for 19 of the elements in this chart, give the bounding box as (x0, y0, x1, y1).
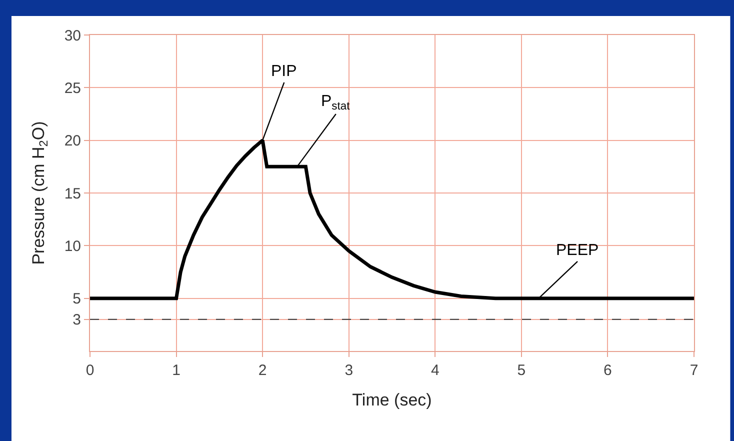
y-tick-label: 25 (64, 80, 81, 97)
y-tick-label: 20 (64, 132, 81, 150)
x-tick-label: 7 (690, 362, 698, 379)
x-tick-label: 0 (86, 362, 94, 379)
x-tick-label: 1 (172, 362, 180, 379)
annotation: PEEP (556, 242, 599, 259)
x-axis-title: Time (sec) (352, 390, 432, 410)
x-tick-label: 6 (604, 362, 612, 379)
annotation: PIP (271, 63, 297, 80)
y-tick-label: 10 (64, 238, 81, 255)
y-tick-label: 30 (64, 27, 81, 44)
x-tick-label: 3 (344, 362, 354, 379)
annotation: P$_{stat}$ (321, 93, 351, 112)
x-tick-label: 4 (430, 362, 440, 379)
y-tick-label: 15 (64, 185, 81, 202)
x-tick-label: 5 (517, 362, 526, 379)
x-tick-label: 2 (258, 362, 267, 379)
y-tick-label: 3 (72, 312, 81, 329)
y-tick-label: 5 (72, 290, 81, 308)
